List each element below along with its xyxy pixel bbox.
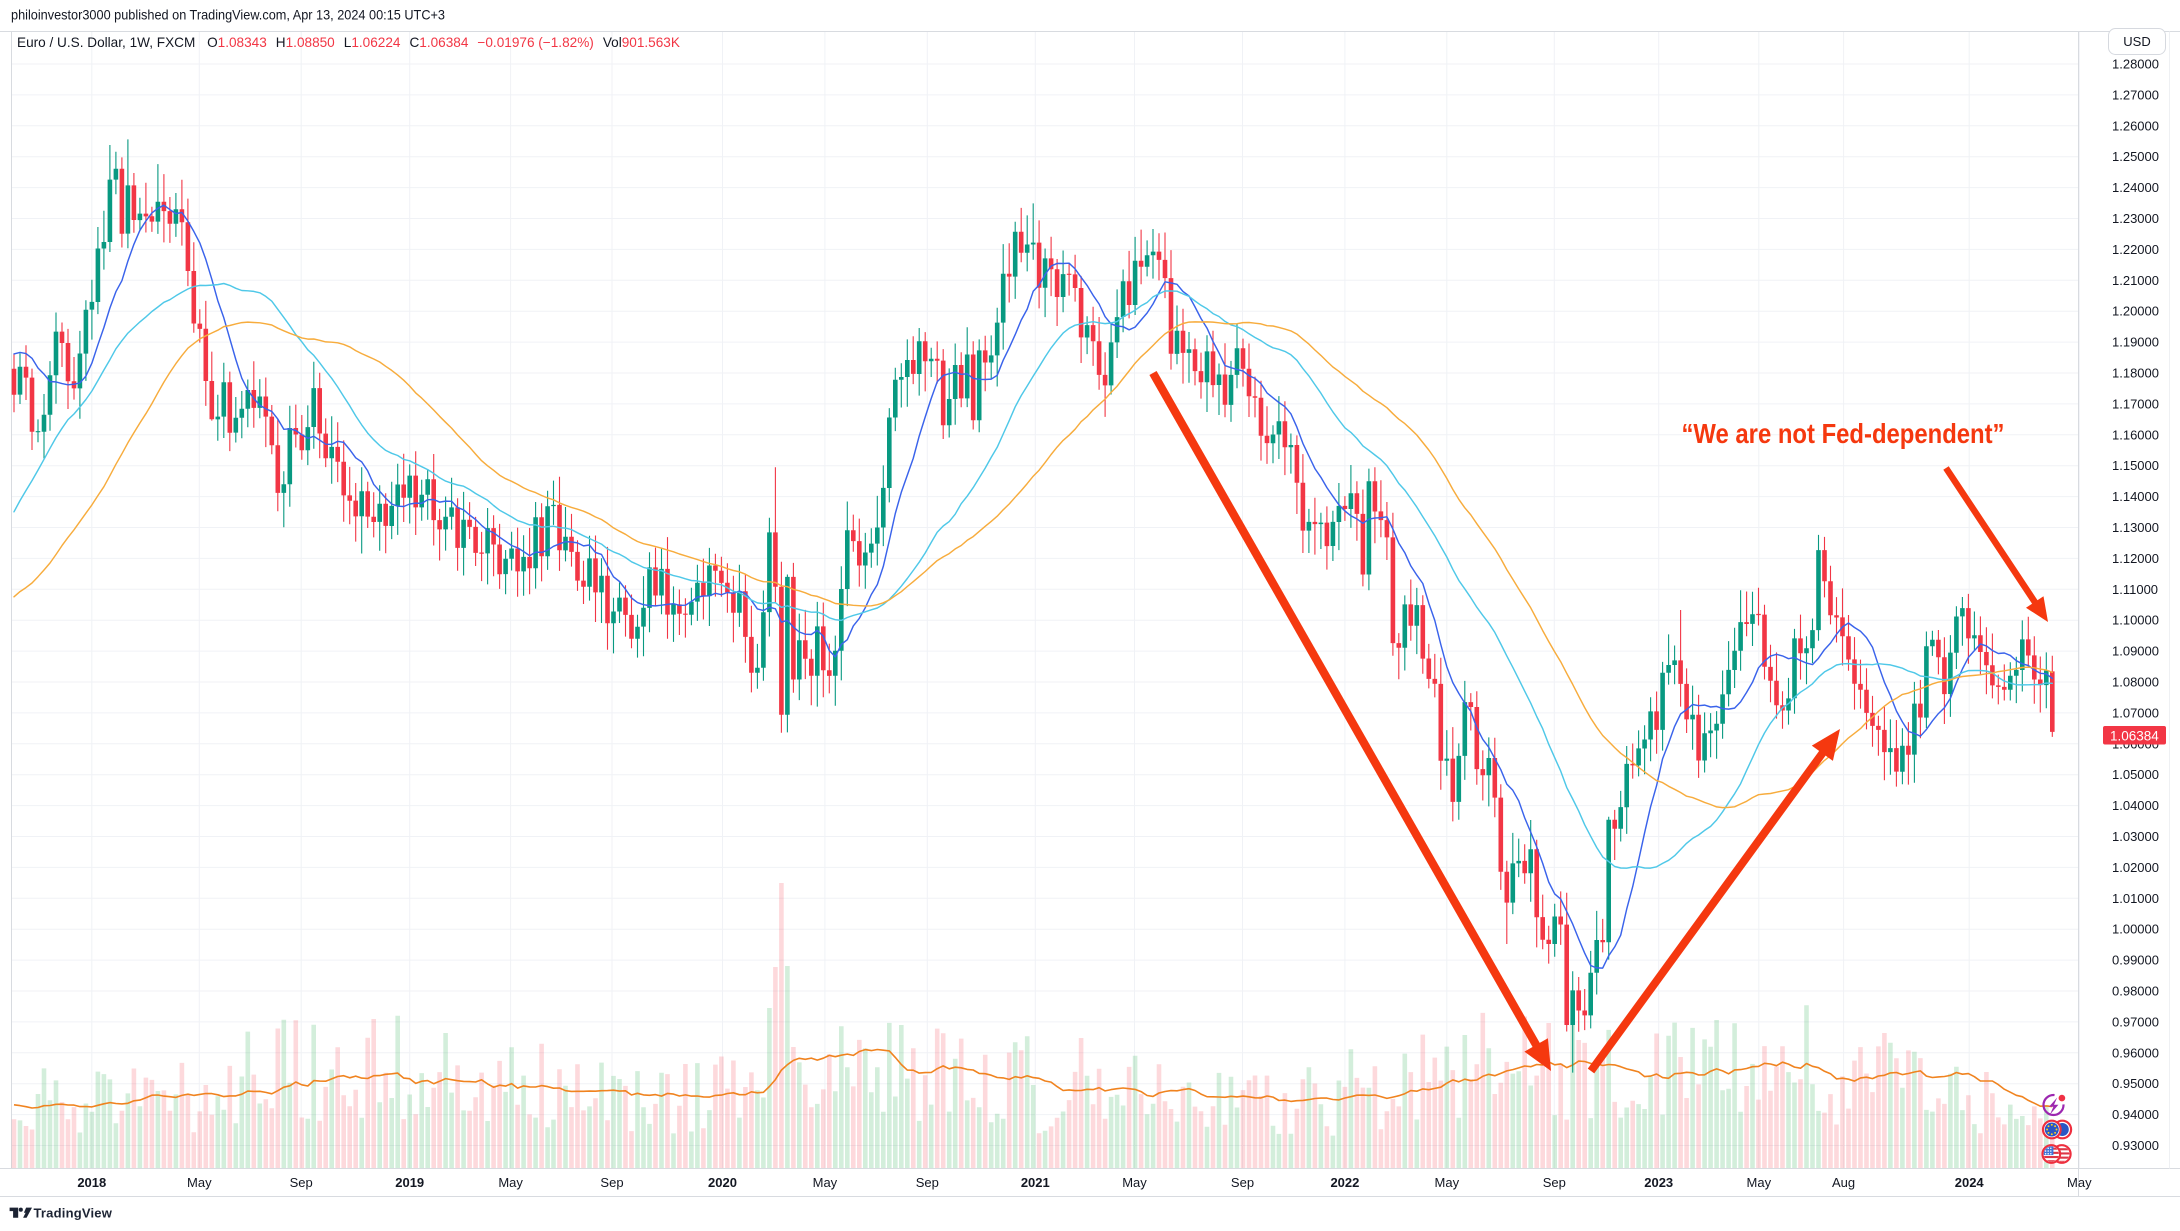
svg-text:May: May bbox=[813, 1175, 838, 1190]
svg-text:0.94000: 0.94000 bbox=[2112, 1107, 2159, 1122]
svg-text:0.97000: 0.97000 bbox=[2112, 1014, 2159, 1029]
svg-text:1.07000: 1.07000 bbox=[2112, 705, 2159, 720]
svg-text:“We are not Fed-dependent”: “We are not Fed-dependent” bbox=[1682, 418, 2005, 449]
svg-text:May: May bbox=[1747, 1175, 1772, 1190]
svg-text:0.98000: 0.98000 bbox=[2112, 984, 2159, 999]
svg-text:0.96000: 0.96000 bbox=[2112, 1045, 2159, 1060]
svg-text:1.11000: 1.11000 bbox=[2112, 582, 2158, 597]
svg-text:1.09000: 1.09000 bbox=[2112, 644, 2159, 659]
svg-text:1.20000: 1.20000 bbox=[2112, 304, 2159, 319]
svg-text:May: May bbox=[2067, 1175, 2092, 1190]
svg-text:May: May bbox=[1122, 1175, 1147, 1190]
svg-text:0.99000: 0.99000 bbox=[2112, 953, 2159, 968]
svg-text:Sep: Sep bbox=[290, 1175, 313, 1190]
svg-text:1.14000: 1.14000 bbox=[2112, 489, 2159, 504]
svg-text:1.28000: 1.28000 bbox=[2112, 57, 2159, 72]
svg-text:USD: USD bbox=[2123, 34, 2150, 49]
svg-text:2024: 2024 bbox=[1955, 1175, 1985, 1190]
svg-text:1.19000: 1.19000 bbox=[2112, 335, 2159, 350]
svg-text:1.08000: 1.08000 bbox=[2112, 675, 2159, 690]
svg-text:1.03000: 1.03000 bbox=[2112, 829, 2159, 844]
svg-text:Sep: Sep bbox=[600, 1175, 623, 1190]
svg-text:May: May bbox=[187, 1175, 212, 1190]
svg-text:Sep: Sep bbox=[916, 1175, 939, 1190]
svg-text:May: May bbox=[1435, 1175, 1460, 1190]
svg-text:philoinvestor3000 published on: philoinvestor3000 published on TradingVi… bbox=[11, 7, 445, 23]
svg-text:2018: 2018 bbox=[77, 1175, 106, 1190]
svg-text:1.00000: 1.00000 bbox=[2112, 922, 2159, 937]
svg-text:Sep: Sep bbox=[1231, 1175, 1254, 1190]
svg-text:2022: 2022 bbox=[1330, 1175, 1359, 1190]
svg-text:0.93000: 0.93000 bbox=[2112, 1138, 2159, 1153]
svg-text:0.95000: 0.95000 bbox=[2112, 1076, 2159, 1091]
svg-text:Euro / U.S. Dollar, 1W, FXCM O: Euro / U.S. Dollar, 1W, FXCM O1.08343 H1.… bbox=[17, 35, 680, 50]
svg-text:May: May bbox=[498, 1175, 523, 1190]
svg-text:1.24000: 1.24000 bbox=[2112, 180, 2159, 195]
svg-text:1.04000: 1.04000 bbox=[2112, 798, 2159, 813]
svg-text:1.15000: 1.15000 bbox=[2112, 458, 2159, 473]
svg-text:1.25000: 1.25000 bbox=[2112, 149, 2159, 164]
svg-text:1.01000: 1.01000 bbox=[2112, 891, 2159, 906]
svg-text:1.02000: 1.02000 bbox=[2112, 860, 2159, 875]
svg-text:1.23000: 1.23000 bbox=[2112, 211, 2159, 226]
svg-text:2023: 2023 bbox=[1644, 1175, 1673, 1190]
svg-text:2020: 2020 bbox=[708, 1175, 737, 1190]
svg-text:1.12000: 1.12000 bbox=[2112, 551, 2159, 566]
svg-text:1.18000: 1.18000 bbox=[2112, 366, 2159, 381]
svg-text:1.16000: 1.16000 bbox=[2112, 427, 2159, 442]
svg-text:Aug: Aug bbox=[1832, 1175, 1855, 1190]
svg-text:Sep: Sep bbox=[1543, 1175, 1566, 1190]
svg-text:1.27000: 1.27000 bbox=[2112, 87, 2159, 102]
svg-text:TradingView: TradingView bbox=[34, 1205, 113, 1220]
svg-text:1.05000: 1.05000 bbox=[2112, 767, 2159, 782]
svg-text:1.13000: 1.13000 bbox=[2112, 520, 2159, 535]
svg-text:2019: 2019 bbox=[395, 1175, 424, 1190]
svg-text:1.22000: 1.22000 bbox=[2112, 242, 2159, 257]
svg-text:1.06384: 1.06384 bbox=[2110, 729, 2159, 744]
svg-text:2021: 2021 bbox=[1021, 1175, 1050, 1190]
svg-text:1.17000: 1.17000 bbox=[2112, 396, 2159, 411]
svg-text:1.26000: 1.26000 bbox=[2112, 118, 2159, 133]
svg-text:1.10000: 1.10000 bbox=[2112, 613, 2159, 628]
svg-text:1.21000: 1.21000 bbox=[2112, 273, 2159, 288]
